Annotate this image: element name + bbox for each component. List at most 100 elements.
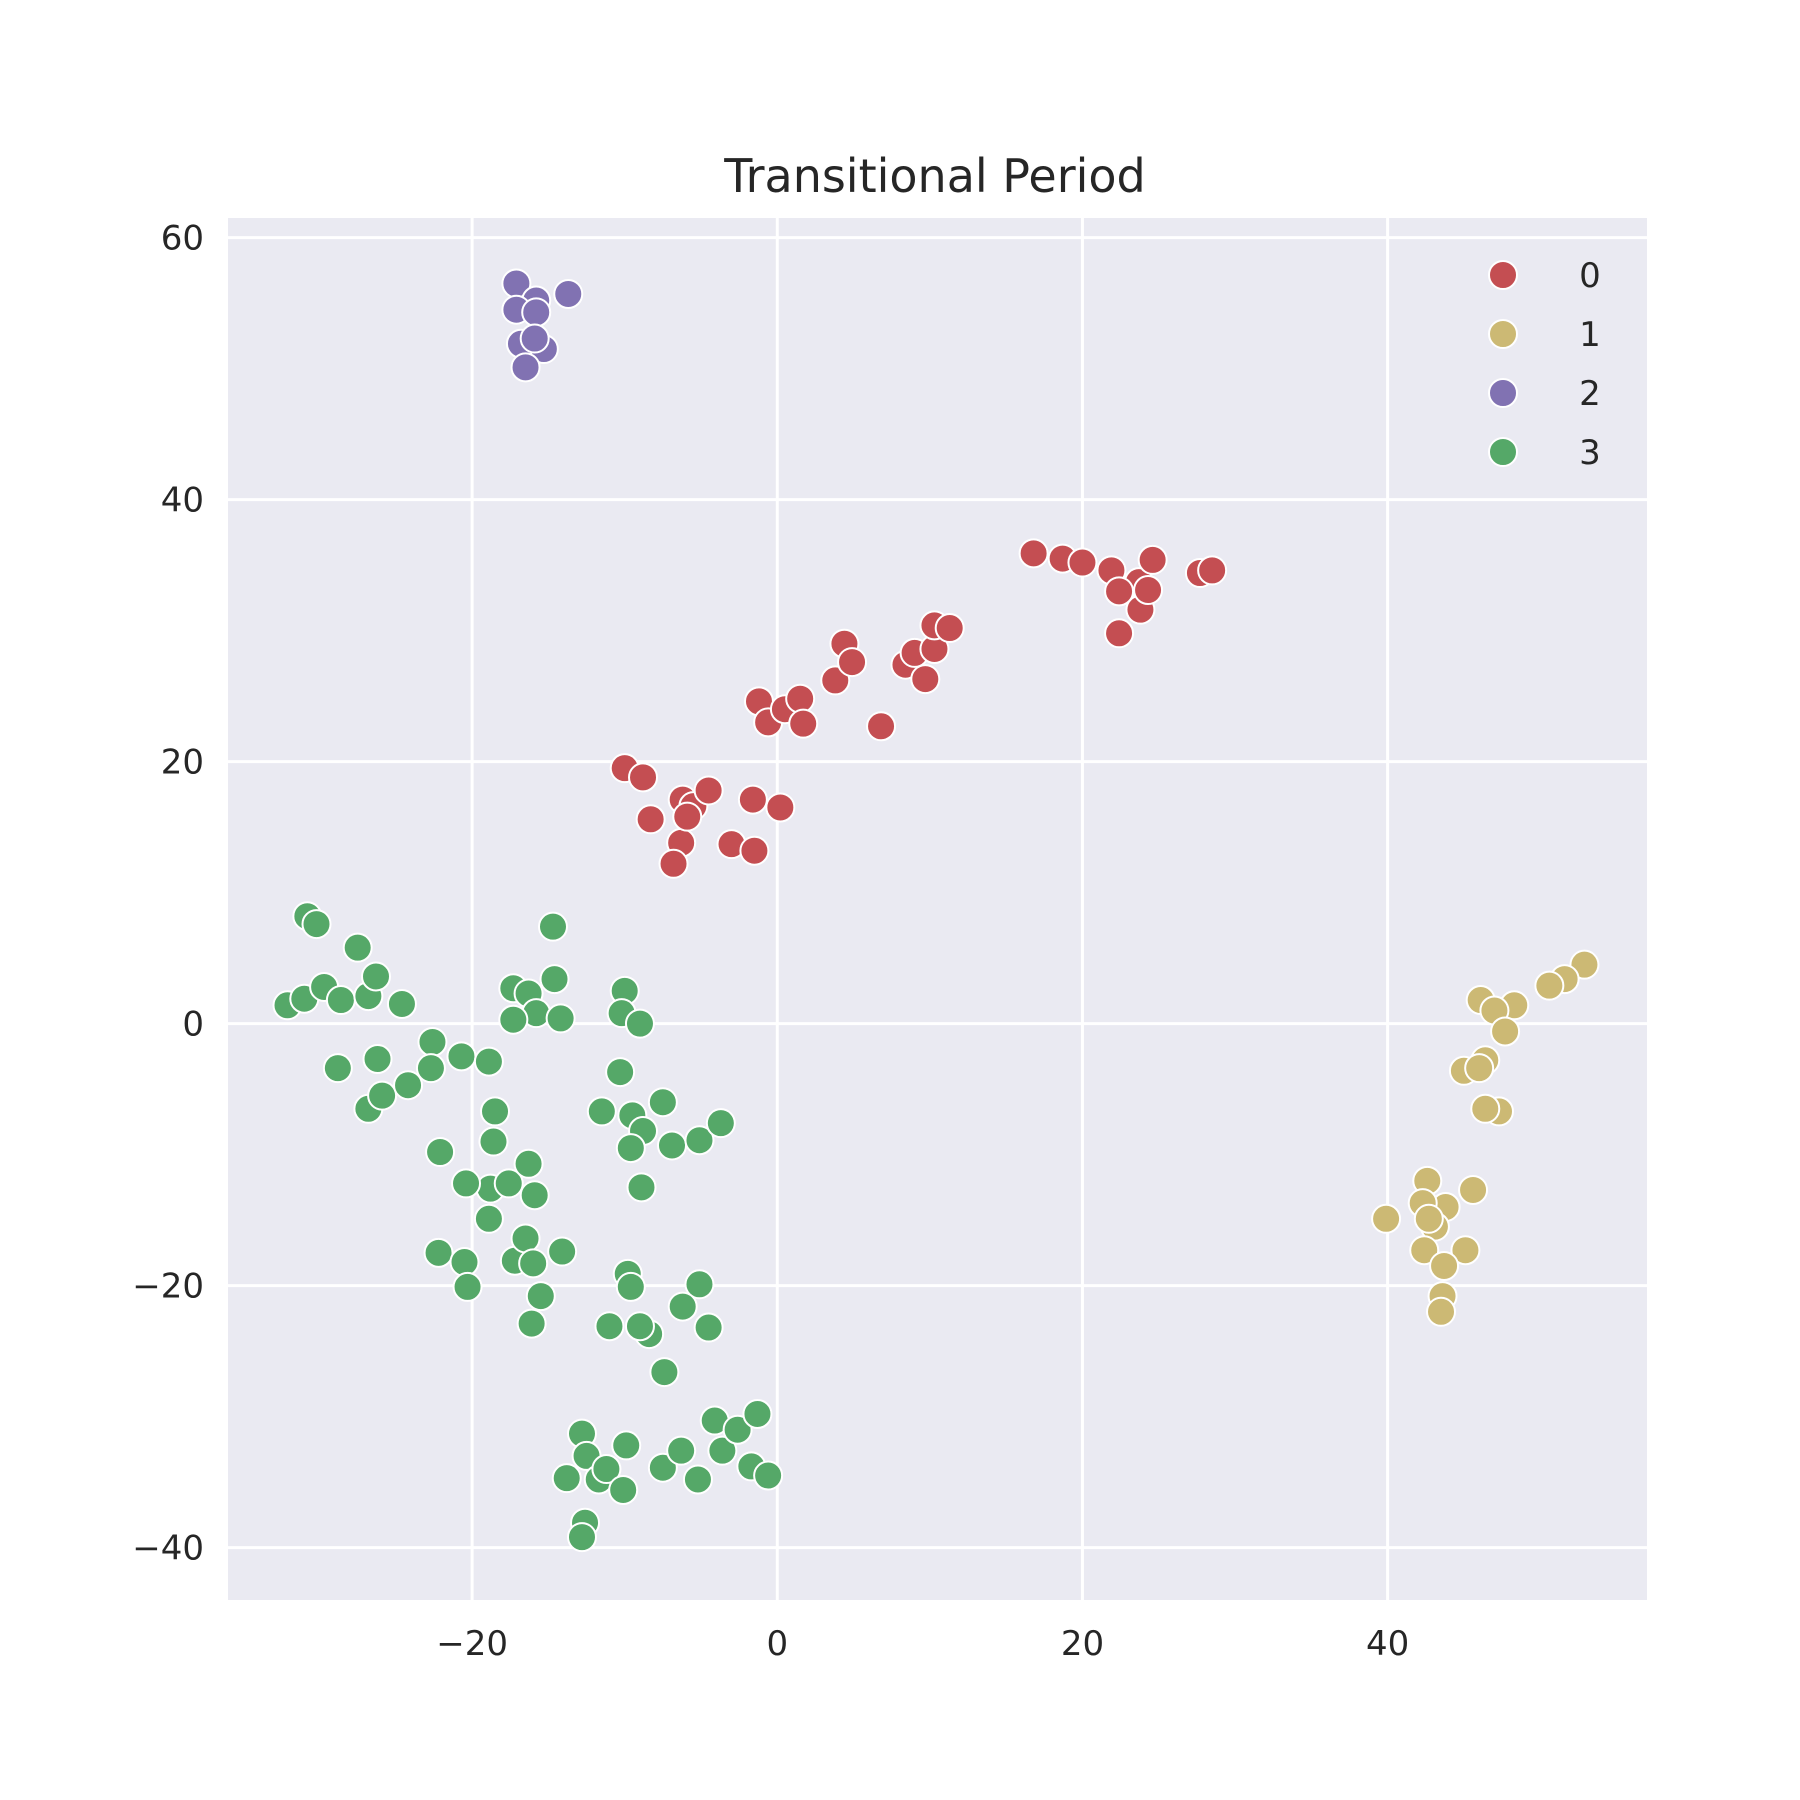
scatter-point-cluster-1 (1450, 1235, 1481, 1266)
y-tick-label: 60 (161, 219, 204, 259)
tick-labels: −20 0 20 40 −40 −20 0 20 40 60 (132, 219, 1409, 1664)
scatter-point-cluster-0 (737, 784, 768, 815)
scatter-point-cluster-3 (525, 1281, 556, 1312)
scatter-point-cluster-2 (553, 278, 584, 309)
scatter-point-cluster-0 (837, 647, 868, 678)
legend-label: 0 (1579, 256, 1601, 296)
legend-marker (1488, 260, 1518, 290)
scatter-point-cluster-3 (608, 1474, 639, 1505)
scatter-point-cluster-3 (393, 1070, 424, 1101)
scatter-point-cluster-3 (415, 1053, 446, 1084)
scatter-point-cluster-3 (707, 1435, 738, 1466)
scatter-point-cluster-3 (624, 1311, 655, 1342)
scatter-point-cluster-3 (684, 1125, 715, 1156)
scatter-point-cluster-3 (551, 1463, 582, 1494)
x-tick-label: 20 (1061, 1624, 1104, 1664)
scatter-point-cluster-3 (594, 1311, 625, 1342)
data-points (272, 268, 1600, 1553)
x-tick-label: −20 (436, 1624, 508, 1664)
scatter-point-cluster-1 (1413, 1203, 1444, 1234)
scatter-point-cluster-3 (547, 1236, 578, 1267)
scatter-point-cluster-0 (672, 801, 703, 832)
scatter-point-cluster-0 (1104, 576, 1135, 607)
scatter-point-cluster-3 (510, 1223, 541, 1254)
scatter-point-cluster-3 (386, 988, 417, 1019)
scatter-point-cluster-0 (910, 664, 941, 695)
x-tick-label: 0 (766, 1624, 788, 1664)
scatter-point-cluster-3 (362, 1043, 393, 1074)
scatter-point-cluster-1 (1534, 970, 1565, 1001)
scatter-point-cluster-0 (1067, 547, 1098, 578)
scatter-point-cluster-3 (586, 1096, 617, 1127)
y-tick-label: −20 (132, 1267, 204, 1307)
scatter-point-cluster-3 (493, 1168, 524, 1199)
scatter-point-cluster-2 (521, 297, 552, 328)
scatter-point-cluster-3 (615, 1133, 646, 1164)
scatter-point-cluster-0 (1133, 575, 1164, 606)
scatter-point-cluster-3 (667, 1291, 698, 1322)
scatter-point-cluster-3 (684, 1269, 715, 1300)
scatter-point-cluster-3 (705, 1108, 736, 1139)
scatter-point-cluster-3 (647, 1452, 678, 1483)
plot-area (228, 218, 1647, 1600)
legend: 0 1 2 3 (1488, 256, 1601, 473)
scatter-point-cluster-3 (753, 1460, 784, 1491)
legend-label: 2 (1579, 374, 1601, 414)
chart-title: Transitional Period (723, 149, 1145, 203)
scatter-point-cluster-3 (513, 1148, 544, 1179)
scatter-point-cluster-3 (342, 932, 373, 963)
legend-marker (1488, 437, 1518, 467)
scatter-point-cluster-3 (301, 909, 332, 940)
scatter-point-cluster-0 (1018, 538, 1049, 569)
scatter-point-cluster-1 (1458, 1174, 1489, 1205)
scatter-point-cluster-3 (367, 1080, 398, 1111)
scatter-point-cluster-0 (739, 835, 770, 866)
scatter-point-cluster-0 (635, 804, 666, 835)
scatter-point-cluster-3 (545, 1003, 576, 1034)
legend-label: 1 (1579, 315, 1601, 355)
scatter-point-cluster-3 (519, 1180, 550, 1211)
scatter-point-cluster-3 (423, 1237, 454, 1268)
scatter-point-cluster-3 (624, 1008, 655, 1039)
scatter-point-cluster-1 (1464, 1053, 1495, 1084)
scatter-point-cluster-3 (322, 1053, 353, 1084)
scatter-point-cluster-3 (682, 1464, 713, 1495)
scatter-point-cluster-3 (591, 1454, 622, 1485)
scatter-point-cluster-3 (480, 1096, 511, 1127)
scatter-point-cluster-3 (473, 1046, 504, 1077)
scatter-point-cluster-0 (765, 792, 796, 823)
scatter-point-cluster-3 (417, 1026, 448, 1057)
scatter-point-cluster-0 (693, 775, 724, 806)
scatter-point-cluster-0 (628, 762, 659, 793)
scatter-point-cluster-3 (657, 1130, 688, 1161)
y-tick-label: 0 (182, 1005, 204, 1045)
legend-marker (1488, 319, 1518, 349)
scatter-point-cluster-3 (452, 1271, 483, 1302)
scatter-point-cluster-3 (425, 1136, 456, 1167)
y-tick-label: 20 (161, 743, 204, 783)
scatter-point-cluster-1 (1371, 1203, 1402, 1234)
scatter-point-cluster-3 (742, 1398, 773, 1429)
scatter-point-cluster-2 (510, 352, 541, 383)
scatter-point-cluster-0 (866, 711, 897, 742)
legend-marker (1488, 378, 1518, 408)
scatter-point-cluster-3 (693, 1312, 724, 1343)
scatter-point-cluster-0 (1104, 618, 1135, 649)
scatter-point-cluster-3 (498, 1004, 529, 1035)
scatter-point-cluster-3 (446, 1041, 477, 1072)
scatter-point-cluster-3 (516, 1308, 547, 1339)
scatter-point-cluster-3 (361, 961, 392, 992)
y-tick-label: 40 (161, 481, 204, 521)
scatter-point-cluster-2 (519, 323, 550, 354)
x-tick-label: 40 (1366, 1624, 1409, 1664)
scatter-point-cluster-3 (611, 1430, 642, 1461)
scatter-point-cluster-3 (478, 1126, 509, 1157)
scatter-point-cluster-1 (1490, 1016, 1521, 1047)
scatter-point-cluster-3 (539, 964, 570, 995)
scatter-point-cluster-3 (666, 1435, 697, 1466)
legend-label: 3 (1579, 433, 1601, 473)
scatter-point-cluster-3 (649, 1357, 680, 1388)
scatter-point-cluster-0 (785, 683, 816, 714)
scatter-point-cluster-1 (1470, 1093, 1501, 1124)
